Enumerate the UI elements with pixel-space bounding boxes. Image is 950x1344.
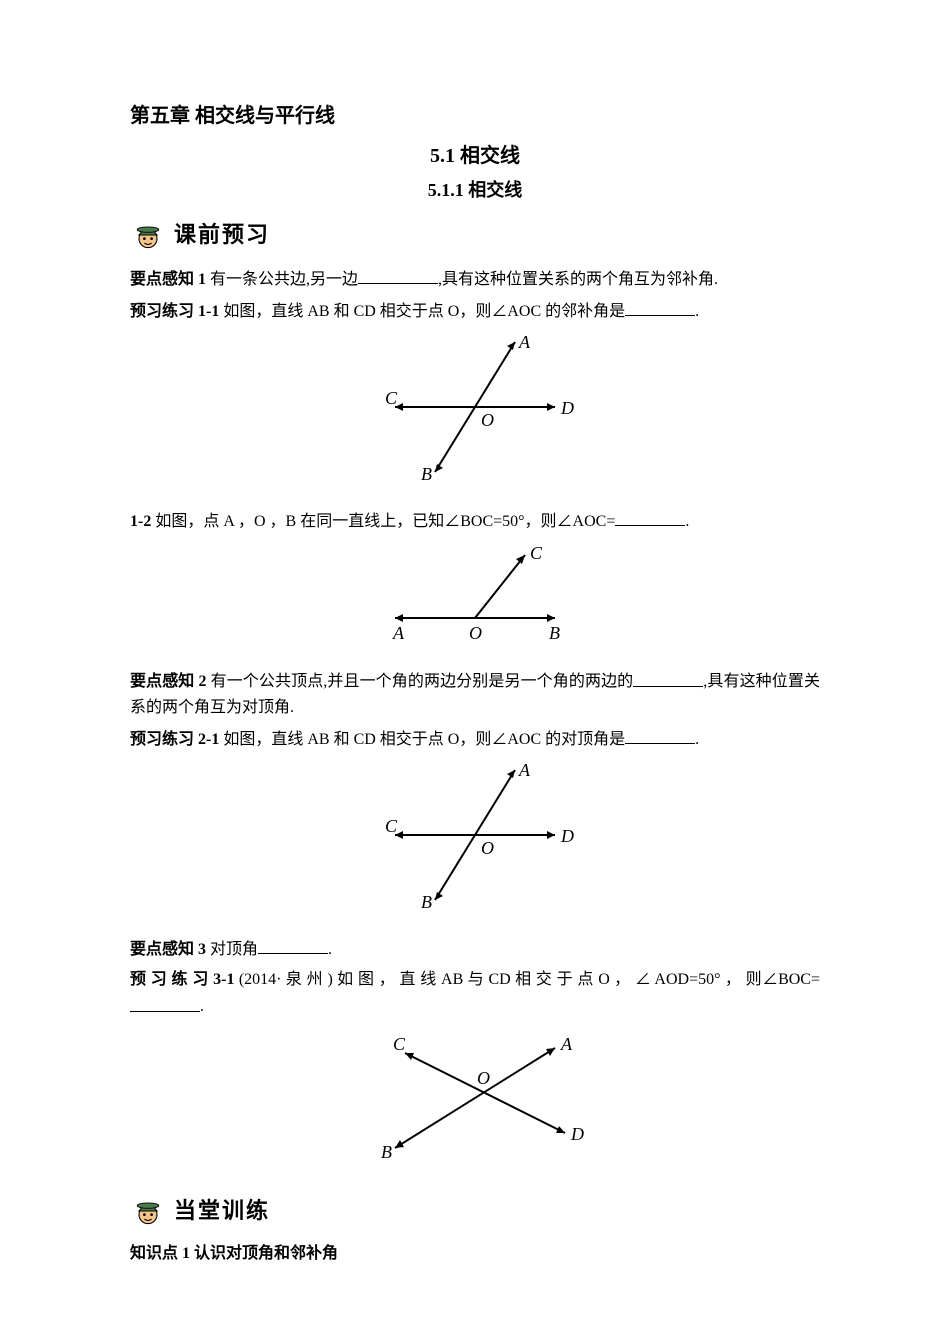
blank-1-2 <box>615 507 685 526</box>
exercise-1-1-label: 预习练习 1-1 <box>130 303 219 320</box>
label4-C: C <box>393 1034 406 1054</box>
figure-4: A B C D O <box>130 1028 820 1177</box>
preview-label: 课前预习 <box>174 217 270 252</box>
label3-D: D <box>560 826 574 846</box>
label3-A: A <box>518 760 531 780</box>
point-3-label: 要点感知 3 <box>130 941 206 958</box>
label-B: B <box>421 464 432 482</box>
exercise-3-1-label: 预 习 练 习 3-1 <box>130 971 234 988</box>
exercise-3-1-text-b: . <box>200 999 204 1016</box>
chapter-title: 第五章 相交线与平行线 <box>130 100 820 132</box>
point-1-text-b: ,具有这种位置关系的两个角互为邻补角. <box>438 271 718 288</box>
blank-2-1 <box>625 725 695 744</box>
point-1-label: 要点感知 1 <box>130 271 206 288</box>
label4-B: B <box>381 1142 392 1162</box>
point-1-text-a: 有一条公共边,另一边 <box>206 271 358 288</box>
section-title: 5.1 相交线 <box>130 140 820 172</box>
exercise-2-1-text-b: . <box>695 731 699 748</box>
exercise-1-2-text-a: 如图，点 A ，O ，B 在同一直线上，已知∠BOC=50°，则∠AOC= <box>151 513 615 530</box>
exercise-1-1-text-b: . <box>695 303 699 320</box>
label4-A: A <box>560 1034 573 1054</box>
knowledge-1: 知识点 1 认识对顶角和邻补角 <box>130 1241 820 1267</box>
label3-O: O <box>481 838 494 858</box>
blank-1 <box>358 265 438 284</box>
label3-B: B <box>421 892 432 910</box>
training-header: 当堂训练 <box>130 1193 820 1229</box>
label3-C: C <box>385 816 398 836</box>
exercise-1-2: 1-2 如图，点 A ，O ，B 在同一直线上，已知∠BOC=50°，则∠AOC… <box>130 507 820 535</box>
exercise-1-2-text-b: . <box>685 513 689 530</box>
subsection-title: 5.1.1 相交线 <box>130 176 820 205</box>
point-2: 要点感知 2 有一个公共顶点,并且一个角的两边分别是另一个角的两边的,具有这种位… <box>130 667 820 720</box>
point-2-text-a: 有一个公共顶点,并且一个角的两边分别是另一个角的两边的 <box>207 674 634 691</box>
label2-C: C <box>530 543 543 563</box>
mascot-icon-2 <box>130 1193 166 1229</box>
label2-B: B <box>549 623 560 643</box>
label2-O: O <box>469 623 482 643</box>
exercise-1-1: 预习练习 1-1 如图，直线 AB 和 CD 相交于点 O，则∠AOC 的邻补角… <box>130 297 820 325</box>
blank-3-1 <box>130 992 200 1011</box>
exercise-3-1-text-a: (2014· 泉 州 ) 如 图 ， 直 线 AB 与 CD 相 交 于 点 O… <box>234 971 820 988</box>
blank-3 <box>258 935 328 954</box>
label-D: D <box>560 398 574 418</box>
blank-2 <box>633 667 703 686</box>
label-C: C <box>385 388 398 408</box>
blank-1-1 <box>625 297 695 316</box>
point-1: 要点感知 1 有一条公共边,另一边 ,具有这种位置关系的两个角互为邻补角. <box>130 265 820 293</box>
training-label: 当堂训练 <box>174 1193 270 1228</box>
point-3-text-b: . <box>328 941 332 958</box>
label-O: O <box>481 410 494 430</box>
label4-D: D <box>570 1124 584 1144</box>
mascot-icon <box>130 217 166 253</box>
exercise-1-2-label: 1-2 <box>130 513 151 530</box>
figure-3: A B C D O <box>130 760 820 919</box>
point-3: 要点感知 3 对顶角. <box>130 935 820 963</box>
point-3-text-a: 对顶角 <box>206 941 258 958</box>
label4-O: O <box>477 1068 490 1088</box>
exercise-2-1-text-a: 如图，直线 AB 和 CD 相交于点 O，则∠AOC 的对顶角是 <box>219 731 625 748</box>
exercise-3-1: 预 习 练 习 3-1 (2014· 泉 州 ) 如 图 ， 直 线 AB 与 … <box>130 967 820 1020</box>
figure-2: C A O B <box>130 543 820 652</box>
exercise-2-1-label: 预习练习 2-1 <box>130 731 219 748</box>
knowledge-1-label: 知识点 1 认识对顶角和邻补角 <box>130 1245 338 1262</box>
label2-A: A <box>392 623 405 643</box>
exercise-2-1: 预习练习 2-1 如图，直线 AB 和 CD 相交于点 O，则∠AOC 的对顶角… <box>130 725 820 753</box>
figure-1: A B C D O <box>130 332 820 491</box>
exercise-1-1-text-a: 如图，直线 AB 和 CD 相交于点 O，则∠AOC 的邻补角是 <box>219 303 625 320</box>
preview-header: 课前预习 <box>130 217 820 253</box>
point-2-label: 要点感知 2 <box>130 674 207 691</box>
label-A: A <box>518 332 531 352</box>
